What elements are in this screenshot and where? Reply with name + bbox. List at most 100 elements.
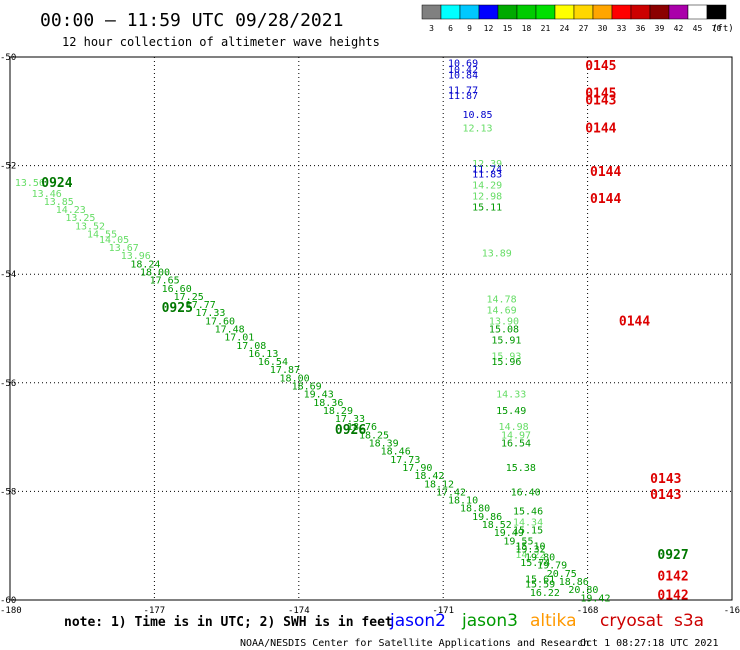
swh-value-label: 14.23 — [56, 205, 86, 216]
track-time-label: 0144 — [590, 165, 621, 180]
swh-value-label: 10.69 — [448, 58, 478, 69]
color-swatch — [535, 4, 556, 20]
swh-value-label: 13.56 — [15, 178, 45, 189]
swh-value-label: 16.40 — [511, 487, 541, 498]
x-tick-label: -174 — [288, 606, 310, 616]
swh-value-label: 12.39 — [472, 159, 502, 170]
swh-value-label: 18.76 — [347, 422, 377, 433]
color-swatch — [611, 4, 632, 20]
swh-value-label: 16.54 — [258, 357, 288, 368]
color-scale-label: 39 — [655, 24, 665, 33]
swh-value-label: 14.29 — [472, 181, 502, 192]
swh-value-label: 12.98 — [472, 191, 502, 202]
color-swatch — [421, 4, 442, 20]
track-time-label: 0145 — [585, 59, 616, 74]
swh-value-label: 16.13 — [248, 349, 278, 360]
x-tick-label: -16 — [724, 606, 740, 616]
swh-value-label: 17.08 — [236, 341, 266, 352]
plot-frame — [9, 56, 733, 601]
y-tick-label: -58 — [0, 487, 16, 497]
swh-value-label: 19.42 — [580, 593, 610, 604]
swh-value-label: 14.22 — [515, 550, 545, 561]
swh-value-label: 19.79 — [537, 561, 567, 572]
swh-value-label: 18.12 — [424, 479, 454, 490]
track-time-label: 0145 — [585, 86, 616, 101]
track-time-label: 0142 — [657, 570, 688, 585]
x-tick-label: -177 — [144, 606, 166, 616]
footer-note: note: 1) Time is in UTC; 2) SWH is in fe… — [64, 615, 393, 630]
swh-value-label: 13.89 — [482, 248, 512, 259]
y-tick-label: -50 — [0, 53, 16, 63]
track-time-label: 0142 — [657, 589, 688, 604]
footer-generated: Oct 1 08:27:18 UTC 2021 — [580, 638, 718, 649]
y-tick-label: -60 — [0, 596, 16, 606]
swh-value-label: 13.46 — [32, 189, 62, 200]
swh-value-label: 17.25 — [174, 292, 204, 303]
swh-value-label: 14.78 — [487, 295, 517, 306]
swh-value-label: 14.98 — [499, 422, 529, 433]
color-scale-label: 45 — [693, 24, 703, 33]
swh-value-label: 17.73 — [390, 455, 420, 466]
swh-value-label: 17.90 — [402, 463, 432, 474]
color-swatch — [592, 4, 613, 20]
track-time-label: 0144 — [619, 314, 650, 329]
satellite-legend: jason2 jason3 altika cryosat s3a — [389, 611, 704, 631]
swh-value-label: 19.86 — [472, 512, 502, 523]
swh-value-label: 18.29 — [323, 406, 353, 417]
swh-value-label: 15.96 — [491, 357, 521, 368]
color-swatch — [554, 4, 575, 20]
swh-value-label: 13.67 — [109, 243, 139, 254]
chart-subtitle: 12 hour collection of altimeter wave hei… — [62, 35, 380, 49]
swh-value-label: 15.38 — [506, 463, 536, 474]
color-scale-unit: (ft) — [712, 24, 734, 34]
swh-value-label: 14.33 — [496, 390, 526, 401]
color-scale-label: 30 — [598, 24, 608, 33]
swh-value-label: 16.60 — [162, 284, 192, 295]
color-scale-label: 24 — [560, 24, 570, 33]
color-scale-label: 42 — [674, 24, 684, 33]
track-time-label: 0143 — [650, 472, 681, 487]
color-swatch — [668, 4, 689, 20]
swh-value-label: 17.60 — [205, 316, 235, 327]
footer: note: 1) Time is in UTC; 2) SWH is in fe… — [64, 611, 718, 649]
swh-value-label: 20.80 — [568, 585, 598, 596]
plot-area: -180 -177 -174 -171 -168 -16 -50-52-54-56-58-… — [0, 53, 740, 616]
y-axis-ticks: -50 -52 -54 -56 -58 -60 — [0, 53, 16, 606]
swh-value-label: 17.48 — [215, 325, 245, 336]
swh-value-label: 10.85 — [462, 110, 492, 121]
color-scale-label: 21 — [541, 24, 551, 33]
swh-value-label: 17.33 — [335, 414, 365, 425]
y-tick-label: -54 — [0, 270, 16, 280]
color-swatch — [573, 4, 594, 20]
swh-value-label: 11.87 — [448, 91, 478, 102]
color-scale-label: 36 — [636, 24, 646, 33]
color-swatch — [497, 4, 518, 20]
swh-value-label: 15.10 — [515, 542, 545, 553]
swh-value-label: 18.69 — [292, 382, 322, 393]
track-time-label: 0925 — [162, 301, 193, 316]
track-time-label: 0144 — [590, 192, 621, 207]
color-swatch — [459, 4, 480, 20]
x-axis-ticks: -180 -177 -174 -171 -168 -16 — [0, 606, 740, 616]
swh-value-label: 18.52 — [482, 520, 512, 531]
color-swatch — [478, 4, 499, 20]
swh-value-label: 13.85 — [44, 197, 74, 208]
swh-value-label: 10.84 — [448, 70, 478, 81]
track-time-label: 0143 — [650, 488, 681, 503]
satellite-legend-altika: altika — [530, 611, 577, 631]
swh-value-label: 13.52 — [75, 221, 105, 232]
swh-value-label: 15.11 — [472, 202, 502, 213]
swh-value-label: 16.22 — [530, 588, 560, 599]
swh-value-label: 15.49 — [496, 406, 526, 417]
swh-value-label: 15.91 — [491, 335, 521, 346]
satellite-legend-jason2: jason2 — [389, 611, 446, 631]
swh-value-label: 19.32 — [515, 544, 545, 555]
track-time-label: 0144 — [585, 122, 616, 137]
color-scale-label: 27 — [579, 24, 589, 33]
swh-value-label: 18.46 — [381, 447, 411, 458]
swh-value-label: 13.96 — [121, 251, 151, 262]
swh-value-label: 15.15 — [513, 525, 543, 536]
color-scale-label: 70 — [712, 24, 722, 33]
y-tick-label: -52 — [0, 162, 16, 172]
swh-value-label: 19.43 — [304, 390, 334, 401]
